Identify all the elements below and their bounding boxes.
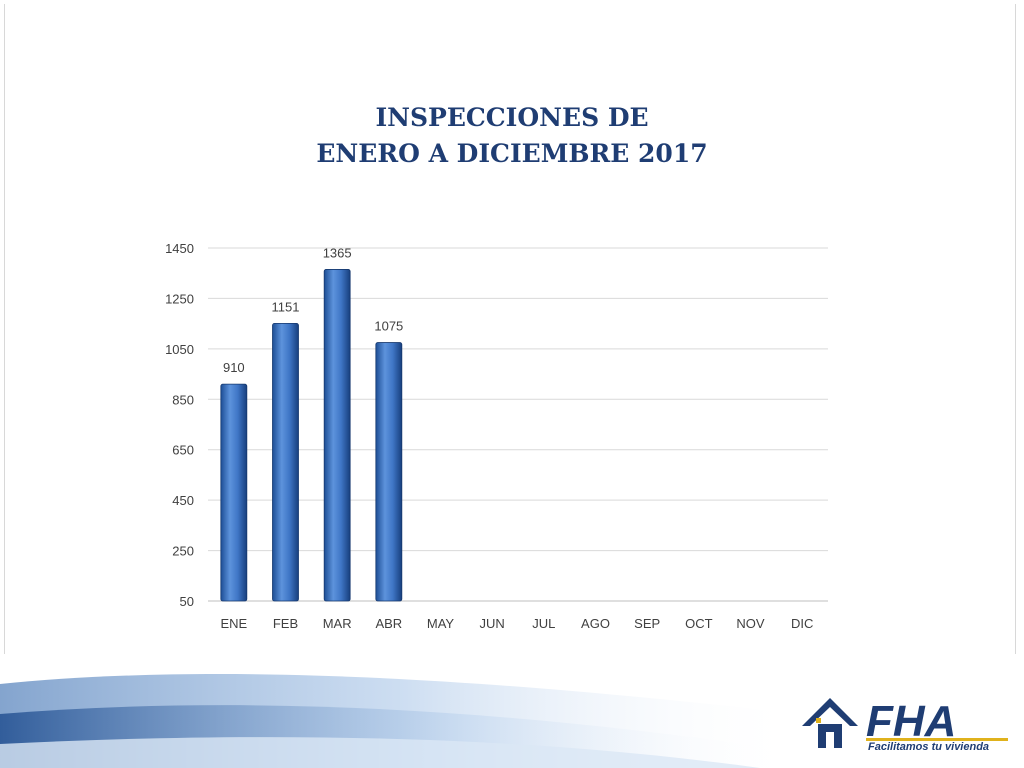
x-tick-label-oct: OCT [685,616,713,631]
data-label-abr: 1075 [374,319,403,334]
data-label-feb: 1151 [272,299,300,314]
x-tick-label-dic: DIC [791,616,813,631]
house-icon [802,698,858,748]
y-tick-label: 250 [172,544,194,559]
x-tick-label-ago: AGO [581,616,610,631]
logo-tagline: Facilitamos tu vivienda [868,741,990,753]
y-tick-label: 1250 [165,291,194,306]
footer-swoosh [0,654,1024,768]
x-tick-label-abr: ABR [375,616,402,631]
data-label-ene: 910 [223,360,245,375]
bar-ene [220,383,248,602]
y-tick-label: 1450 [165,241,194,256]
fha-logo: FHA [802,697,1008,748]
data-label-mar: 1365 [323,245,352,260]
bars [220,269,403,602]
bar-mar [323,269,351,602]
bar-feb [272,322,299,602]
gridlines [208,247,828,602]
x-tick-label-jun: JUN [480,616,505,631]
bar-chart: 50 250 450 650 850 1050 1250 1450 910 1151 1365 10… [165,241,828,631]
y-tick-label: 450 [172,493,194,508]
x-tick-label-feb: FEB [273,616,298,631]
x-tick-label-mar: MAR [323,616,352,631]
x-tick-label-nov: NOV [736,616,765,631]
y-axis-ticks: 50 250 450 650 850 1050 1250 1450 [165,241,194,609]
x-axis-ticks: ENE FEB MAR ABR MAY JUN JUL AGO SEP OCT NOV DIC [220,616,813,631]
y-tick-label: 650 [172,443,194,458]
chart-title-line-1: INSPECCIONES DE [375,103,649,132]
x-tick-label-may: MAY [427,616,455,631]
chart-title-line-2: ENERO A DICIEMBRE 2017 [316,139,708,168]
x-tick-label-sep: SEP [634,616,660,631]
y-tick-label: 850 [172,392,194,407]
chart-title: INSPECCIONES DE ENERO A DICIEMBRE 2017 [0,100,1024,172]
y-tick-label: 50 [180,594,194,609]
bar-abr [375,342,403,602]
x-tick-label-jul: JUL [532,616,555,631]
x-tick-label-ene: ENE [220,616,247,631]
y-tick-label: 1050 [165,342,194,357]
logo-wordmark: FHA [866,697,956,746]
slide-frame [4,4,1016,654]
data-labels: 910 1151 1365 1075 [223,245,403,375]
